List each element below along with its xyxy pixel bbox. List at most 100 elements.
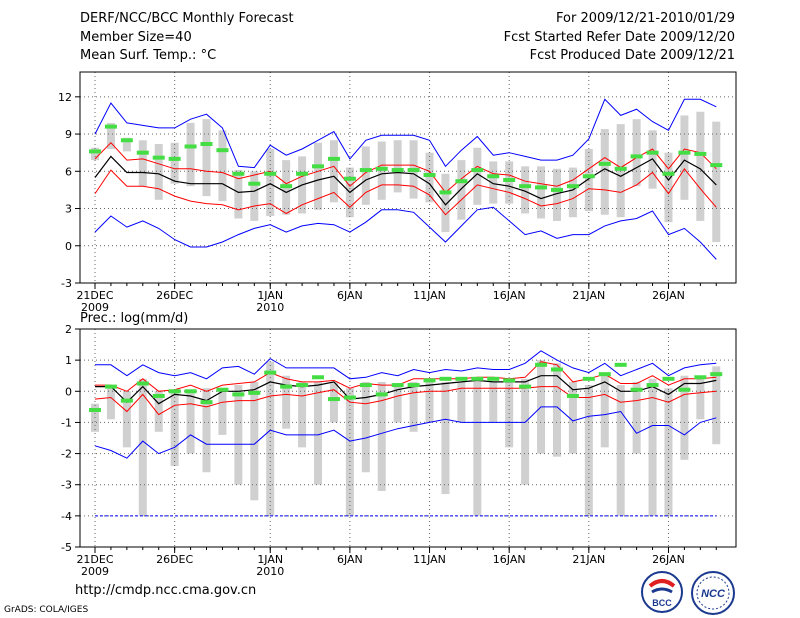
spread-bar	[712, 366, 721, 445]
obs-marker	[248, 390, 261, 395]
spread-bar	[696, 378, 705, 420]
x-tick-label: 21JAN	[572, 289, 605, 302]
spread-bar	[122, 137, 131, 152]
spread-bar	[600, 129, 609, 215]
spread-bar	[314, 381, 323, 485]
y-tick-label: 0	[65, 385, 72, 398]
spread-bar	[218, 130, 227, 202]
series-line-min	[94, 206, 717, 260]
obs-marker	[184, 389, 197, 394]
series-line-max	[94, 98, 717, 169]
spread-bar	[250, 381, 259, 501]
obs-marker	[248, 181, 261, 186]
obs-marker	[120, 138, 133, 143]
spread-bar	[282, 375, 291, 429]
obs-marker	[264, 171, 277, 176]
obs-marker	[375, 392, 388, 397]
spread-bar	[266, 148, 275, 216]
chart-title: Prec.: log(mm/d)	[80, 311, 188, 326]
x-tick-label: 11JAN	[413, 553, 446, 566]
x-tick-year: 2009	[81, 565, 109, 578]
obs-marker	[678, 387, 691, 392]
obs-marker	[487, 174, 500, 179]
obs-marker	[375, 166, 388, 171]
spread-bar	[680, 375, 689, 460]
spread-bar	[664, 152, 673, 223]
y-tick-label: -1	[61, 416, 72, 429]
x-tick-label: 11JAN	[413, 289, 446, 302]
obs-marker	[89, 407, 101, 412]
obs-marker	[614, 362, 627, 367]
obs-marker	[232, 171, 245, 176]
spread-bar	[106, 122, 115, 149]
spread-bar	[425, 381, 434, 423]
spread-bar	[505, 161, 514, 204]
x-tick-label: 26DEC	[156, 289, 193, 302]
obs-marker	[136, 381, 149, 386]
obs-marker	[471, 376, 484, 381]
y-tick-label: -5	[61, 541, 72, 554]
spread-bar	[552, 168, 561, 221]
obs-marker	[391, 168, 404, 173]
y-tick-label: -4	[61, 510, 72, 523]
series-line-mean	[95, 375, 717, 405]
spread-bar	[393, 385, 402, 423]
spread-bar	[457, 381, 466, 423]
bcc-logo: BCC	[641, 571, 683, 613]
spread-bar	[250, 171, 259, 221]
obs-marker	[503, 378, 516, 383]
spread-bar	[138, 140, 147, 187]
y-tick-label: 2	[65, 323, 72, 336]
spread-bar	[616, 385, 625, 516]
spread-bar	[521, 166, 530, 214]
spread-bar	[712, 121, 721, 243]
spread-bar	[154, 391, 163, 432]
obs-marker	[280, 384, 293, 389]
spread-bar	[505, 381, 514, 448]
ncc-logo: NCC	[691, 571, 735, 615]
spread-bar	[441, 173, 450, 233]
obs-marker	[710, 163, 723, 168]
spread-bar	[170, 142, 179, 184]
series-line-upper	[95, 361, 717, 392]
bcc-logo-text: BCC	[652, 598, 672, 608]
series-line-mean	[94, 155, 717, 206]
header-title: DERF/NCC/BCC Monthly Forecast	[80, 11, 294, 26]
spread-bar	[154, 143, 163, 200]
obs-marker	[423, 173, 436, 178]
spread-bar	[473, 147, 482, 205]
obs-marker	[598, 161, 611, 166]
spread-bar	[377, 381, 386, 491]
spread-bar	[106, 388, 115, 420]
obs-marker	[503, 177, 516, 182]
obs-marker	[152, 155, 165, 160]
spread-bar	[457, 160, 466, 220]
y-tick-label: 3	[65, 203, 72, 216]
obs-marker	[694, 151, 707, 156]
obs-marker	[136, 150, 149, 155]
obs-marker	[120, 398, 133, 403]
obs-marker	[582, 376, 595, 381]
obs-marker	[312, 164, 325, 169]
obs-marker	[296, 171, 309, 176]
obs-marker	[104, 384, 117, 389]
footer-url: http://cmdp.ncc.cma.gov.cn	[75, 583, 257, 598]
x-tick-label: 16JAN	[493, 289, 526, 302]
spread-bar	[361, 146, 370, 205]
obs-marker	[168, 389, 181, 394]
obs-marker	[296, 383, 309, 388]
x-tick-label: 1JAN	[257, 289, 283, 302]
obs-marker	[662, 376, 675, 381]
obs-marker	[359, 383, 372, 388]
obs-marker	[646, 150, 659, 155]
obs-marker	[232, 392, 245, 397]
obs-marker	[598, 372, 611, 377]
spread-bar	[632, 119, 641, 187]
spread-bar	[393, 140, 402, 193]
spread-bar	[266, 361, 275, 516]
spread-bar	[345, 388, 354, 516]
obs-marker	[519, 384, 532, 389]
spread-bar	[584, 385, 593, 516]
